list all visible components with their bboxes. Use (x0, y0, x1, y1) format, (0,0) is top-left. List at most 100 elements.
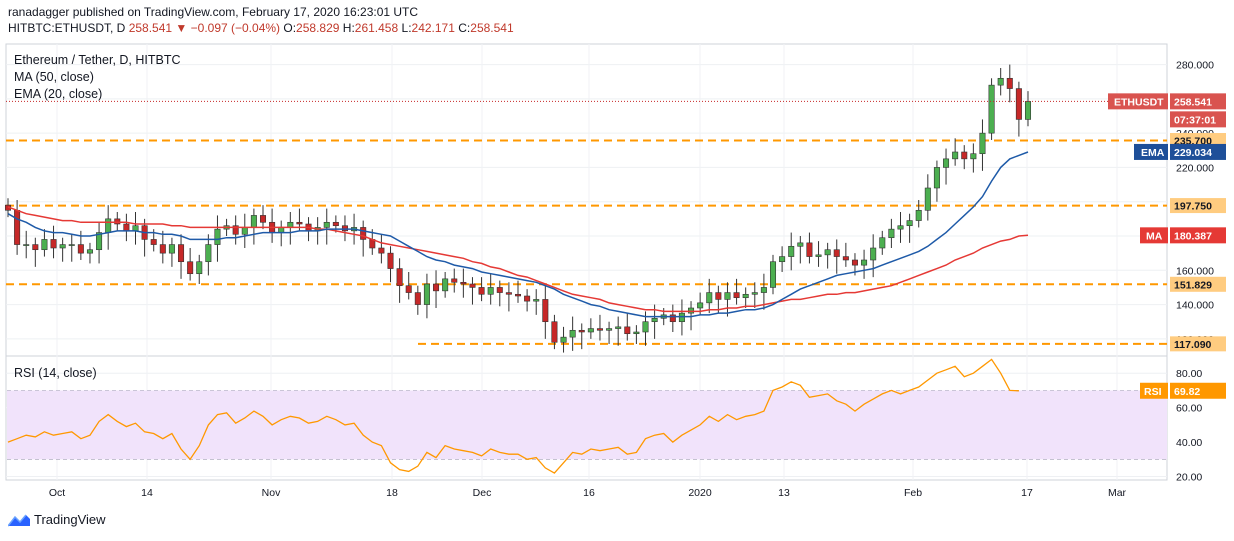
time-tick-label: 14 (141, 487, 153, 499)
level-tag: 117.090 (1174, 339, 1212, 351)
candle-up (779, 256, 786, 263)
candle-down (259, 215, 267, 223)
candle-up (824, 249, 831, 256)
candle-up (214, 228, 221, 245)
candle-down (114, 218, 121, 225)
candle-up (724, 292, 731, 300)
ema-20-line (7, 151, 1029, 318)
candle-down (360, 227, 367, 240)
candle-down (478, 287, 485, 295)
ma-value-tag: 180.387 (1174, 230, 1212, 242)
candle-up (797, 242, 804, 247)
candle-down (433, 283, 440, 292)
low-label: L: (401, 21, 412, 35)
time-tick-label: Mar (1108, 487, 1127, 499)
candle-up (706, 292, 713, 304)
axis-tags: ETHUSDT 258.54107:37:01235.700197.750151.… (1108, 93, 1226, 399)
candle-down (596, 328, 603, 331)
open-value: 258.829 (296, 21, 340, 35)
candle-up (742, 293, 749, 299)
candle-down (851, 259, 858, 266)
candle-down (150, 239, 157, 245)
candle-up (278, 227, 285, 233)
candle-down (178, 244, 185, 263)
candle-up (697, 302, 704, 309)
candle-up (1024, 101, 1032, 120)
candle-up (533, 299, 540, 302)
candle-down (1006, 77, 1013, 89)
time-tick-label: 16 (583, 487, 595, 499)
level-tag: 197.750 (1174, 201, 1212, 213)
close-value: 258.541 (470, 21, 514, 35)
candle-up (897, 225, 904, 230)
candle-up (760, 287, 767, 293)
rsi-label-tag-bg (1140, 382, 1168, 399)
candle-up (59, 244, 66, 249)
candle-down (1015, 88, 1022, 120)
footer-brand[interactable]: TradingView (34, 512, 106, 527)
candle-up (205, 244, 212, 263)
candle-up (606, 328, 613, 331)
time-tick-label: 18 (386, 487, 398, 499)
price-tick-label: 140.000 (1176, 300, 1214, 312)
candle-up (633, 331, 640, 335)
time-tick-label: 17 (1021, 487, 1033, 499)
candle-up (952, 151, 959, 160)
candle-up (970, 153, 977, 160)
candle-down (50, 239, 57, 249)
candle-down (469, 283, 476, 288)
rsi-label-tag: RSI (1144, 386, 1162, 398)
candle-down (806, 242, 813, 257)
price-tick-label: 220.000 (1176, 162, 1214, 174)
level-tag-bg (1170, 276, 1226, 292)
rsi-axis-ticks: 80.00 60.00 40.00 20.00 (1176, 368, 1202, 483)
candle-up (751, 292, 758, 295)
candle-down (187, 261, 194, 275)
legend-rsi: RSI (14, close) (14, 366, 97, 380)
candle-down (961, 151, 968, 160)
legend-ma: MA (50, close) (14, 70, 94, 84)
candle-up (241, 227, 248, 235)
candle-up (23, 244, 30, 246)
candle-up (979, 132, 986, 155)
candle-down (378, 247, 385, 254)
candle-up (915, 209, 922, 221)
candle-up (569, 329, 576, 338)
candle-up (997, 77, 1004, 86)
time-tick-label: Nov (262, 487, 281, 499)
candle-up (487, 287, 494, 295)
candle-down (551, 321, 558, 343)
time-axis-ticks: Oct 14 Nov 18 Dec 16 2020 13 Feb 17 Mar (49, 487, 1127, 499)
ma-label-tag-bg (1140, 227, 1168, 244)
author-name[interactable]: ranadagger (8, 5, 70, 19)
close-label: C: (458, 21, 471, 35)
candle-down (460, 281, 467, 285)
high-label: H: (342, 21, 355, 35)
rsi-tick-label: 20.00 (1176, 472, 1202, 484)
rsi-tick-label: 40.00 (1176, 437, 1202, 449)
rsi-value-tag: 69.82 (1174, 386, 1200, 398)
price-tick-label: 280.000 (1176, 60, 1214, 72)
publish-info: published on TradingView.com, February 1… (72, 5, 419, 19)
candle-up (924, 187, 931, 211)
ma-50-line (7, 206, 1029, 313)
candle-up (442, 278, 449, 292)
candle-down (123, 223, 130, 232)
candle-up (861, 259, 868, 266)
price-tag-bg (1170, 93, 1226, 110)
candle-up (888, 228, 895, 239)
candle-up (688, 307, 695, 314)
candle-down (505, 292, 512, 295)
open-label: O: (283, 21, 297, 35)
candle-down (578, 329, 585, 333)
last-price: 258.541 (128, 21, 173, 35)
candle-down (387, 252, 394, 269)
candle-up (933, 167, 940, 189)
rsi-value-tag-bg (1170, 382, 1226, 399)
candle-down (14, 209, 21, 245)
time-tick-label: Dec (473, 487, 492, 499)
candle-down (341, 225, 348, 232)
candle-up (196, 261, 203, 275)
legend-title: Ethereum / Tether, D, HITBTC (14, 53, 181, 67)
